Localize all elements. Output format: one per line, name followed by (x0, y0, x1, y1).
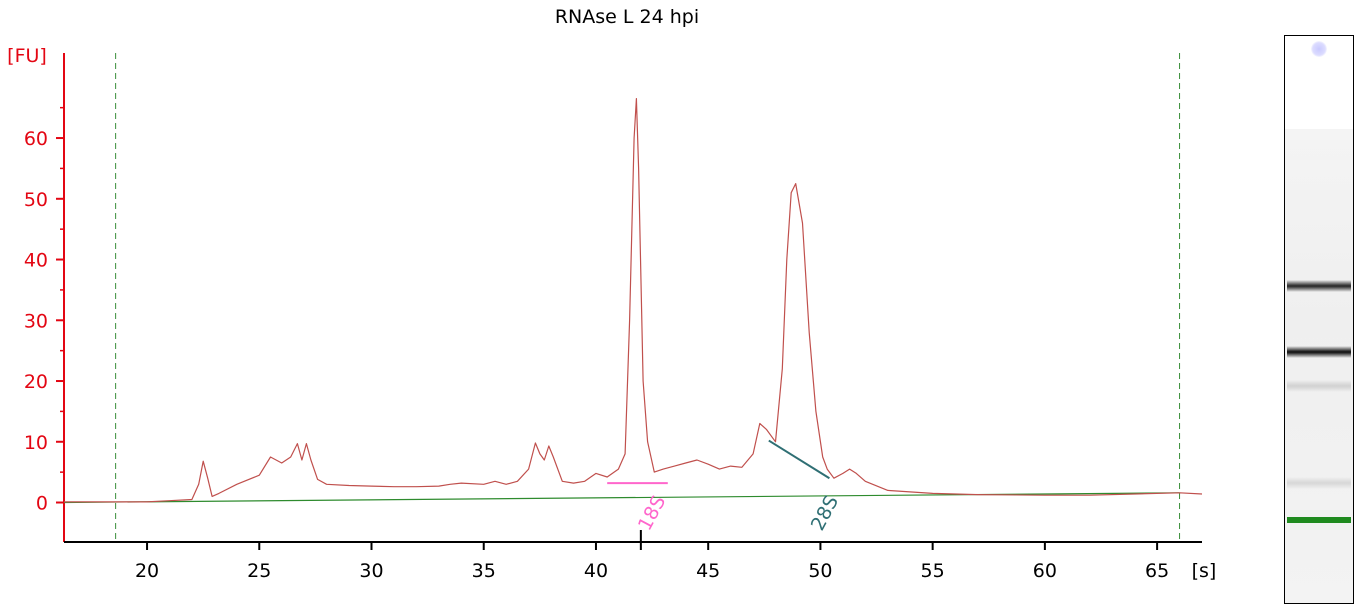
signal-trace (64, 97, 1203, 503)
x-tick-label: 45 (696, 560, 720, 582)
gel-marker-band (1287, 517, 1351, 523)
x-tick-label: 55 (921, 560, 945, 582)
gel-band (1287, 280, 1351, 292)
y-tick-label: 20 (24, 371, 48, 393)
peak-segment-28S (768, 439, 830, 480)
x-tick-label: 35 (472, 560, 496, 582)
gel-band (1287, 380, 1351, 392)
gel-band (1287, 477, 1351, 489)
gel-band (1287, 346, 1351, 358)
chart-title: RNAse L 24 hpi (555, 6, 699, 28)
gel-lane-image (1284, 35, 1354, 604)
x-tick-label: 65 (1145, 560, 1169, 582)
peak-label-18S: 18S (634, 492, 670, 534)
y-tick-label: 30 (24, 310, 48, 332)
x-tick-label: 25 (247, 560, 271, 582)
y-tick-label: 40 (24, 250, 48, 272)
electropherogram-chart: RNAse L 24 hpi [FU] [s] 0 10 20 30 40 50 60 20 2… (7, 6, 1217, 582)
y-tick-label: 50 (24, 189, 48, 211)
y-axis-label: [FU] (7, 45, 47, 67)
y-tick-label: 0 (36, 493, 48, 515)
y-tick-label: 60 (24, 128, 48, 150)
x-tick-label: 40 (584, 560, 608, 582)
baseline-line (63, 492, 1180, 504)
x-tick-label: 50 (808, 560, 832, 582)
x-axis-label: [s] (1192, 560, 1217, 582)
plot-area: 0 10 20 30 40 50 60 20 25 30 35 40 45 50 55 60 65 18S 28S (24, 53, 1203, 582)
peak-label-28S: 28S (807, 492, 843, 534)
x-tick-label: 20 (135, 560, 159, 582)
x-tick-label: 30 (359, 560, 383, 582)
gel-spot (1311, 41, 1327, 57)
gel-lane-background (1285, 129, 1353, 603)
x-tick-label: 60 (1033, 560, 1057, 582)
y-tick-label: 10 (24, 432, 48, 454)
